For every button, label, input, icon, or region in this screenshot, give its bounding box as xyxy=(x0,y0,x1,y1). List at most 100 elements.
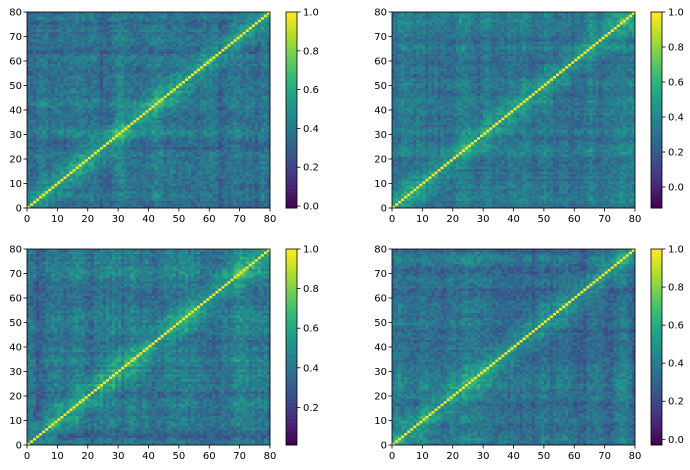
heatmap-cell xyxy=(215,132,219,135)
heatmap-cell xyxy=(142,73,146,76)
heatmap-cell xyxy=(51,156,55,160)
heatmap-cell xyxy=(215,117,219,121)
heatmap-cell xyxy=(175,83,180,86)
heatmap-cell xyxy=(121,171,125,174)
heatmap-cell xyxy=(163,200,168,204)
heatmap-cell xyxy=(78,70,82,74)
heatmap-cell xyxy=(194,139,198,143)
heatmap-cell xyxy=(175,146,180,150)
heatmap-cell xyxy=(142,149,146,152)
heatmap-cell xyxy=(75,112,79,116)
heatmap-cell xyxy=(54,97,58,101)
heatmap-cell xyxy=(178,124,183,128)
heatmap-cell xyxy=(154,117,158,121)
heatmap-cell xyxy=(233,173,237,177)
heatmap-cell xyxy=(124,198,128,201)
heatmap-cell xyxy=(163,122,168,125)
heatmap-cell xyxy=(221,168,225,172)
heatmap-cell xyxy=(96,97,101,101)
heatmap-cell xyxy=(78,87,82,91)
heatmap-cell xyxy=(139,176,143,179)
heatmap-cell xyxy=(263,80,268,84)
heatmap-cell xyxy=(105,105,110,108)
heatmap-cell xyxy=(154,65,158,69)
heatmap-cell xyxy=(57,183,61,187)
heatmap-cell xyxy=(48,183,52,187)
heatmap-cell xyxy=(139,203,143,206)
heatmap-cell xyxy=(84,78,89,81)
heatmap-cell xyxy=(136,110,140,113)
heatmap-cell xyxy=(142,178,146,182)
heatmap-cell xyxy=(148,110,152,113)
heatmap-cell xyxy=(181,176,186,179)
heatmap-cell xyxy=(130,95,134,99)
heatmap-cell xyxy=(254,181,259,184)
heatmap-cell xyxy=(54,141,58,145)
heatmap-cell xyxy=(127,97,131,101)
heatmap-cell xyxy=(266,144,271,148)
heatmap-cell xyxy=(124,188,128,192)
heatmap-cell xyxy=(33,156,37,160)
heatmap-cell xyxy=(124,127,128,130)
heatmap-cell xyxy=(121,185,125,189)
heatmap-cell xyxy=(215,127,219,130)
heatmap-cell xyxy=(163,117,168,121)
heatmap-cell xyxy=(63,132,67,135)
heatmap-cell xyxy=(66,97,70,101)
heatmap-cell xyxy=(105,65,110,69)
heatmap-cell xyxy=(69,80,73,84)
heatmap-cell xyxy=(169,144,174,148)
heatmap-cell xyxy=(212,136,216,140)
heatmap-cell xyxy=(84,95,89,99)
heatmap-cell xyxy=(54,100,58,103)
heatmap-cell xyxy=(157,58,161,62)
heatmap-cell xyxy=(45,68,49,72)
heatmap-cell xyxy=(81,136,86,140)
heatmap-cell xyxy=(266,188,271,192)
heatmap-cell xyxy=(66,132,70,135)
heatmap-cell xyxy=(151,159,155,162)
heatmap-cell xyxy=(142,100,146,103)
heatmap-cell xyxy=(215,112,219,116)
heatmap-cell xyxy=(154,78,158,81)
heatmap-cell xyxy=(57,87,61,91)
heatmap-cell xyxy=(124,168,128,172)
heatmap-cell xyxy=(36,181,40,184)
heatmap-cell xyxy=(27,68,31,72)
heatmap-cell xyxy=(154,161,158,165)
heatmap-cell xyxy=(172,154,177,157)
heatmap-cell xyxy=(109,178,113,182)
heatmap-cell xyxy=(172,65,177,69)
heatmap-cell xyxy=(45,205,49,209)
heatmap-cell xyxy=(118,58,122,62)
heatmap-cell xyxy=(239,119,243,123)
heatmap-cell xyxy=(169,56,174,59)
heatmap-cell xyxy=(239,105,243,108)
heatmap-cell xyxy=(124,144,128,148)
heatmap-cell xyxy=(36,110,40,113)
heatmap-cell xyxy=(142,136,146,140)
heatmap-cell xyxy=(166,122,171,125)
heatmap-cell xyxy=(60,68,64,72)
heatmap-cell xyxy=(175,70,180,74)
heatmap-cell xyxy=(206,58,210,62)
heatmap-cell xyxy=(251,168,256,172)
heatmap-cell xyxy=(166,73,171,76)
heatmap-cell xyxy=(212,97,216,101)
heatmap-cell xyxy=(251,124,256,128)
heatmap-cell xyxy=(194,83,198,86)
heatmap-cell xyxy=(148,146,152,150)
heatmap-cell xyxy=(136,73,140,76)
heatmap-cell xyxy=(87,136,92,140)
heatmap-cell xyxy=(57,161,61,165)
heatmap-cell xyxy=(233,80,237,84)
heatmap-cell xyxy=(242,73,246,76)
heatmap-cell xyxy=(36,75,40,79)
heatmap-cell xyxy=(139,83,143,86)
heatmap-cell xyxy=(99,183,104,187)
heatmap-cell xyxy=(200,68,204,72)
heatmap-cell xyxy=(90,188,95,192)
heatmap-cell xyxy=(221,178,225,182)
heatmap-cell xyxy=(63,139,67,143)
heatmap-cell xyxy=(33,139,37,143)
